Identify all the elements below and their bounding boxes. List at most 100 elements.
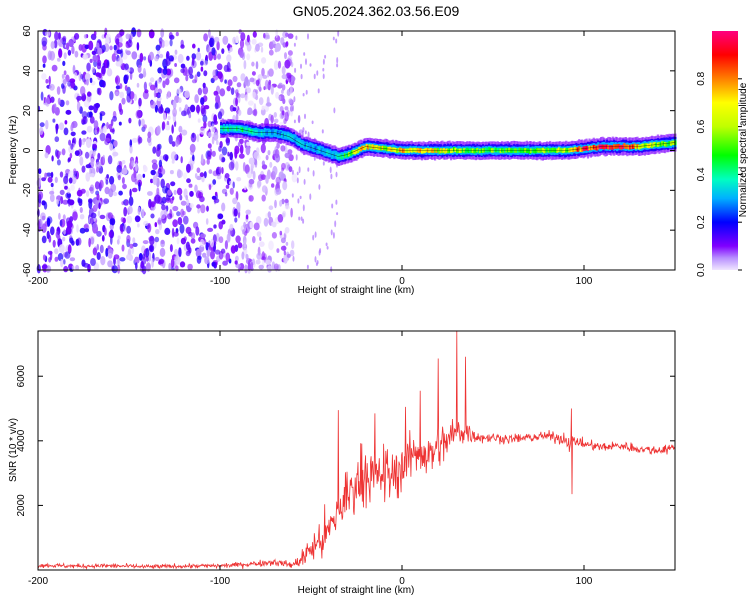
noise-speckle bbox=[222, 35, 229, 45]
noise-speckle bbox=[99, 179, 104, 189]
noise-speckle bbox=[92, 222, 98, 230]
noise-speckle bbox=[194, 94, 199, 104]
noise-speckle bbox=[58, 122, 65, 131]
noise-speckle bbox=[200, 233, 207, 239]
noise-speckle bbox=[167, 90, 171, 98]
noise-speckle bbox=[289, 85, 293, 95]
noise-speckle bbox=[122, 52, 128, 60]
noise-speckle bbox=[149, 235, 155, 246]
noise-speckle bbox=[171, 124, 174, 134]
noise-speckle bbox=[216, 174, 222, 180]
noise-speckle bbox=[126, 225, 131, 234]
noise-speckle bbox=[291, 173, 298, 183]
noise-speckle bbox=[275, 188, 282, 195]
noise-speckle bbox=[243, 59, 247, 70]
noise-speckle bbox=[252, 31, 257, 38]
noise-speckle bbox=[108, 252, 113, 259]
noise-speckle bbox=[63, 175, 69, 185]
noise-speckle bbox=[252, 170, 256, 180]
noise-speckle bbox=[119, 29, 125, 36]
noise-speckle bbox=[197, 118, 201, 123]
noise-speckle bbox=[208, 184, 212, 191]
noise-speckle bbox=[324, 54, 327, 59]
noise-speckle bbox=[326, 246, 329, 250]
noise-speckle bbox=[154, 104, 158, 113]
noise-speckle bbox=[147, 191, 153, 196]
snr-y-tick-label: 2000 bbox=[16, 494, 27, 517]
noise-speckle bbox=[96, 243, 100, 251]
noise-speckle bbox=[186, 198, 190, 206]
noise-speckle bbox=[203, 33, 209, 42]
noise-speckle bbox=[117, 235, 121, 240]
noise-speckle bbox=[138, 181, 141, 192]
noise-speckle bbox=[97, 210, 101, 217]
noise-speckle bbox=[89, 58, 93, 64]
noise-speckle bbox=[213, 198, 220, 204]
noise-speckle bbox=[142, 173, 146, 178]
noise-speckle bbox=[179, 223, 185, 234]
noise-speckle bbox=[287, 33, 294, 39]
ridge-cell bbox=[413, 147, 416, 153]
noise-speckle bbox=[126, 254, 131, 260]
noise-speckle bbox=[45, 119, 49, 130]
noise-speckle bbox=[176, 88, 182, 95]
noise-speckle bbox=[300, 74, 303, 80]
noise-speckle bbox=[271, 183, 275, 188]
ridge-cell bbox=[409, 147, 412, 153]
noise-speckle bbox=[138, 97, 142, 107]
noise-speckle bbox=[107, 155, 113, 165]
spectrogram-x-tick-label: 0 bbox=[399, 276, 405, 287]
noise-speckle bbox=[195, 51, 202, 61]
noise-speckle bbox=[119, 36, 123, 44]
noise-speckle bbox=[102, 62, 106, 68]
noise-speckle bbox=[152, 146, 157, 154]
noise-speckle bbox=[50, 226, 55, 236]
noise-speckle bbox=[319, 248, 322, 254]
ridge-cell bbox=[396, 148, 399, 153]
ridge-cell bbox=[623, 143, 626, 148]
noise-speckle bbox=[281, 74, 287, 80]
noise-speckle bbox=[99, 113, 103, 121]
noise-speckle bbox=[108, 231, 112, 238]
noise-speckle bbox=[196, 71, 201, 77]
noise-speckle bbox=[74, 50, 79, 58]
noise-speckle bbox=[49, 194, 55, 202]
noise-speckle bbox=[280, 245, 287, 251]
noise-speckle bbox=[245, 145, 251, 156]
noise-speckle bbox=[99, 132, 106, 142]
noise-speckle bbox=[256, 155, 261, 161]
noise-speckle bbox=[255, 79, 260, 87]
noise-speckle bbox=[105, 179, 109, 185]
noise-speckle bbox=[103, 198, 110, 205]
noise-speckle bbox=[110, 183, 117, 193]
noise-speckle bbox=[180, 68, 185, 74]
noise-speckle bbox=[247, 107, 253, 115]
noise-speckle bbox=[172, 219, 178, 228]
noise-speckle bbox=[255, 216, 262, 225]
noise-speckle bbox=[203, 105, 210, 110]
noise-speckle bbox=[36, 264, 41, 274]
noise-speckle bbox=[203, 121, 207, 129]
ridge-cell bbox=[340, 154, 343, 160]
noise-speckle bbox=[196, 134, 200, 143]
noise-speckle bbox=[46, 217, 51, 227]
noise-speckle bbox=[206, 205, 209, 212]
ridge-cell bbox=[371, 144, 374, 149]
noise-speckle bbox=[147, 136, 152, 143]
noise-speckle bbox=[146, 255, 149, 262]
noise-speckle bbox=[197, 47, 200, 53]
noise-speckle bbox=[222, 260, 229, 266]
noise-speckle bbox=[107, 260, 113, 268]
noise-speckle bbox=[63, 52, 67, 60]
ridge-cell bbox=[617, 143, 620, 149]
noise-speckle bbox=[271, 221, 277, 227]
noise-speckle bbox=[126, 234, 131, 243]
noise-speckle bbox=[44, 172, 48, 179]
noise-speckle bbox=[275, 28, 279, 39]
noise-speckle bbox=[267, 34, 270, 40]
noise-speckle bbox=[62, 214, 66, 221]
noise-speckle bbox=[213, 132, 219, 141]
ridge-cell bbox=[661, 141, 664, 146]
noise-speckle bbox=[180, 63, 186, 69]
noise-speckle bbox=[149, 51, 154, 61]
